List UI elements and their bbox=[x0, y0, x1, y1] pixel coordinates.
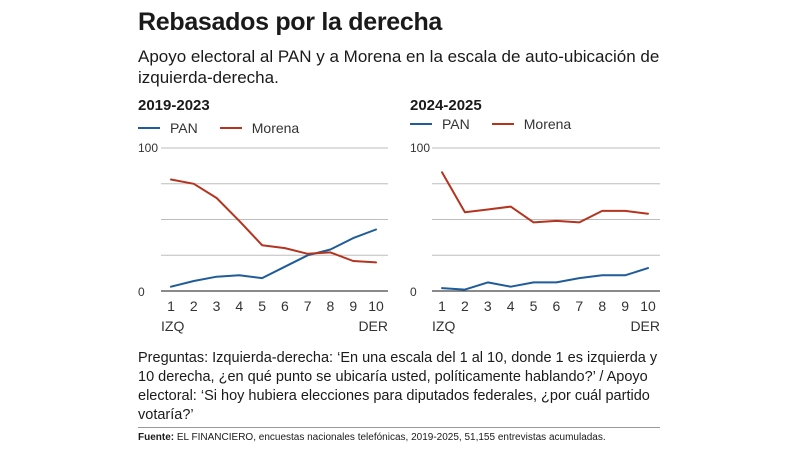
page-title: Rebasados por la derecha bbox=[138, 8, 443, 36]
x-tick-label: 4 bbox=[507, 298, 515, 314]
x-end-label-right: DER bbox=[630, 318, 660, 334]
x-tick-label: 1 bbox=[438, 298, 446, 314]
legend-label-morena: Morena bbox=[523, 116, 572, 132]
legend-swatch-morena bbox=[219, 127, 242, 129]
line-chart-2019-2023: 0 100 1 2 3 4 5 6 7 8 9 10 IZQ DER bbox=[138, 141, 388, 334]
x-end-label-right: DER bbox=[358, 318, 388, 334]
x-tick-label: 7 bbox=[304, 298, 312, 314]
x-end-label-left: IZQ bbox=[161, 318, 184, 334]
chart-panel-2019-2023: 2019-2023 PAN Morena 0 100 1 2 3 4 5 6 7 8 9 10 IZQ D… bbox=[138, 97, 398, 342]
series-line-morena bbox=[170, 178, 377, 264]
x-tick-label: 5 bbox=[258, 298, 266, 314]
legend-label-pan: PAN bbox=[170, 120, 198, 136]
y-tick-label: 100 bbox=[138, 141, 158, 155]
chart-title: 2019-2023 bbox=[138, 97, 210, 114]
series-line-pan bbox=[170, 228, 377, 288]
x-tick-label: 4 bbox=[235, 298, 243, 314]
chart-panel-2024-2025: 2024-2025 PAN Morena 0 100 1 2 3 4 5 6 7 8 9 10 IZQ D… bbox=[410, 97, 670, 342]
x-tick-label: 10 bbox=[368, 298, 384, 314]
source-text: EL FINANCIERO, encuestas nacionales tele… bbox=[176, 432, 606, 443]
legend-swatch-morena bbox=[491, 123, 514, 125]
x-tick-label: 9 bbox=[349, 298, 357, 314]
y-tick-label: 100 bbox=[410, 141, 430, 155]
x-tick-label: 9 bbox=[621, 298, 629, 314]
chart-title: 2024-2025 bbox=[410, 97, 482, 114]
series-line-morena bbox=[441, 171, 649, 224]
x-tick-label: 2 bbox=[461, 298, 469, 314]
x-tick-label: 3 bbox=[484, 298, 492, 314]
series-line-pan bbox=[441, 267, 649, 291]
legend-swatch-pan bbox=[138, 127, 160, 129]
source-label: Fuente: bbox=[138, 432, 175, 443]
x-tick-label: 7 bbox=[575, 298, 583, 314]
page-subtitle: Apoyo electoral al PAN y a Morena en la … bbox=[138, 47, 660, 87]
x-tick-label: 10 bbox=[640, 298, 656, 314]
y-tick-label: 0 bbox=[138, 285, 145, 299]
survey-questions-note: Preguntas: Izquierda-derecha: ‘En una es… bbox=[138, 350, 658, 423]
x-tick-label: 3 bbox=[213, 298, 221, 314]
chart-legend: PAN Morena bbox=[410, 116, 593, 132]
divider bbox=[138, 427, 660, 428]
source-note: Fuente: EL FINANCIERO, encuestas naciona… bbox=[138, 432, 606, 443]
legend-label-pan: PAN bbox=[442, 116, 470, 132]
x-tick-label: 6 bbox=[553, 298, 561, 314]
x-end-label-left: IZQ bbox=[432, 318, 455, 334]
x-tick-label: 2 bbox=[190, 298, 198, 314]
x-tick-label: 5 bbox=[530, 298, 538, 314]
x-tick-label: 8 bbox=[327, 298, 335, 314]
x-tick-label: 6 bbox=[281, 298, 289, 314]
y-tick-label: 0 bbox=[410, 285, 417, 299]
x-tick-label: 1 bbox=[167, 298, 175, 314]
line-chart-2024-2025: 0 100 1 2 3 4 5 6 7 8 9 10 IZQ DER bbox=[410, 141, 660, 334]
legend-swatch-pan bbox=[410, 123, 432, 125]
legend-label-morena: Morena bbox=[251, 120, 300, 136]
chart-legend: PAN Morena bbox=[138, 120, 321, 136]
x-tick-label: 8 bbox=[598, 298, 606, 314]
